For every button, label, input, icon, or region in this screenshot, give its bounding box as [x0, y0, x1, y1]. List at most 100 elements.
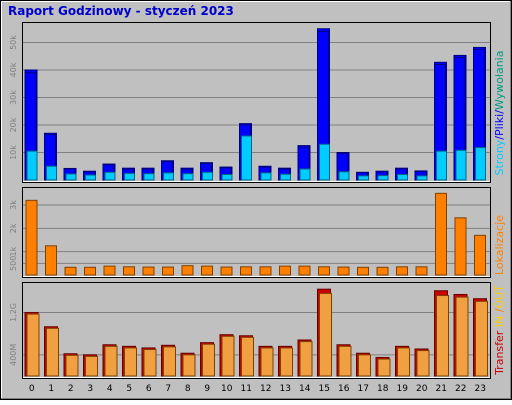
bar-top-strony-19 — [397, 174, 408, 181]
x-tick-label: 17 — [358, 384, 369, 394]
legend-strony-pliki-wywolania-part-0: Strony — [493, 139, 506, 175]
bar-top-strony-0 — [26, 150, 38, 181]
bar-top-strony-23 — [475, 147, 486, 181]
bar-middle-lokalizacje-13 — [279, 265, 291, 276]
chart-panel-top: 10k 20k 30k 40k 50k — [9, 22, 491, 183]
bar-top-strony-8 — [182, 173, 194, 181]
x-tick-label: 5 — [126, 384, 132, 394]
bar-bottom-out-20 — [416, 350, 430, 377]
legend-transfer: Transfer IN /OUT — [493, 285, 506, 376]
y-tick-label: 1,2G — [9, 303, 18, 322]
panel-frame — [22, 22, 491, 183]
legend-transfer-part-2: / — [493, 308, 506, 315]
bar-middle-lokalizacje-11 — [240, 266, 252, 276]
x-tick-label: 7 — [165, 384, 171, 394]
bar-middle-lokalizacje-2 — [64, 266, 77, 276]
bar-middle-lokalizacje-10 — [220, 266, 233, 276]
bar-middle-lokalizacje-14 — [298, 265, 311, 276]
x-tick-label: 21 — [436, 384, 447, 394]
x-tick-label: 4 — [107, 384, 113, 394]
y-tick-label: 500 — [9, 256, 18, 271]
bar-bottom-out-0 — [26, 313, 40, 377]
bar-bottom-out-9 — [202, 343, 215, 377]
y-tick-label: 3k — [9, 200, 18, 210]
bar-bottom-out-4 — [104, 345, 118, 377]
chart-panel-bottom: 400M 1,2G — [9, 282, 491, 379]
bar-bottom-out-13 — [280, 347, 293, 377]
legend-strony-pliki-wywolania: Strony/Pliki/Wywołania — [493, 51, 506, 176]
y-tick-label: 400M — [9, 344, 18, 366]
bar-bottom-out-3 — [85, 355, 98, 377]
bar-bottom-out-18 — [377, 358, 391, 377]
bar-top-strony-1 — [46, 165, 57, 181]
panel-frame — [22, 187, 491, 278]
bar-bottom-out-8 — [182, 354, 196, 377]
y-tick-label: 2k — [9, 223, 18, 233]
bar-middle-lokalizacje-1 — [45, 245, 57, 276]
x-tick-label: 3 — [87, 384, 93, 394]
x-tick-label: 22 — [455, 384, 466, 394]
bar-top-strony-7 — [163, 172, 174, 181]
legend-strony-pliki-wywolania-part-3: / — [493, 110, 506, 114]
bar-middle-lokalizacje-15 — [318, 266, 330, 276]
x-tick-label: 14 — [299, 384, 311, 394]
panel-frame — [22, 282, 491, 379]
bar-middle-lokalizacje-7 — [162, 266, 174, 276]
bar-top-strony-21 — [436, 150, 447, 181]
report-title: Raport Godzinowy - styczeń 2023 — [8, 4, 234, 18]
bar-middle-lokalizacje-3 — [84, 266, 96, 276]
bar-middle-lokalizacje-4 — [103, 265, 116, 276]
bar-bottom-out-6 — [143, 349, 157, 377]
bar-top-strony-18 — [377, 175, 389, 181]
bar-middle-lokalizacje-0 — [25, 199, 38, 276]
bar-middle-lokalizacje-23 — [474, 234, 486, 276]
x-tick-label: 10 — [221, 384, 233, 394]
bar-top-strony-17 — [358, 175, 369, 181]
y-tick-label: 30k — [9, 90, 18, 105]
x-tick-label: 23 — [475, 384, 486, 394]
legend-strony-pliki-wywolania-part-2: Pliki — [493, 114, 506, 136]
bar-bottom-out-10 — [221, 335, 235, 377]
x-tick-label: 2 — [68, 384, 74, 394]
x-tick-label: 12 — [260, 384, 271, 394]
bar-bottom-out-17 — [358, 354, 371, 377]
y-tick-label: 20k — [9, 117, 18, 132]
bar-top-strony-22 — [455, 149, 467, 181]
legend-lokalizacje-part-0: Lokalizacje — [493, 215, 506, 275]
legend-transfer-part-0: Transfer — [493, 330, 506, 376]
bar-top-strony-14 — [299, 168, 311, 181]
y-tick-label: 10k — [9, 145, 18, 160]
x-tick-label: 11 — [241, 384, 252, 394]
bar-top-strony-5 — [124, 172, 135, 181]
bar-bottom-out-12 — [260, 347, 274, 377]
legend-transfer-part-3: OUT — [493, 285, 506, 309]
bar-top-strony-15 — [319, 143, 330, 181]
legend-strony-pliki-wywolania-part-4: Wywołania — [493, 51, 506, 111]
x-tick-label: 19 — [397, 384, 409, 394]
bar-top-strony-12 — [260, 172, 272, 181]
x-axis-labels: 0 1 2 3 4 5 6 7 8 9 10 11 12 13 14 15 16 17 18 19 20 21 22 23 — [29, 384, 486, 394]
bar-middle-lokalizacje-17 — [357, 266, 369, 276]
bar-middle-lokalizacje-16 — [337, 266, 350, 276]
bar-top-strony-20 — [416, 175, 428, 181]
bar-bottom-out-16 — [338, 345, 352, 377]
legend-transfer-part-1: IN — [493, 316, 506, 331]
bar-top-strony-16 — [338, 171, 350, 181]
bar-middle-lokalizacje-20 — [415, 266, 428, 276]
x-tick-label: 13 — [280, 384, 291, 394]
x-tick-label: 15 — [319, 384, 330, 394]
x-tick-label: 8 — [185, 384, 191, 394]
bar-bottom-out-2 — [65, 354, 79, 377]
bar-top-strony-11 — [241, 135, 252, 181]
bar-bottom-out-21 — [436, 295, 449, 377]
bar-middle-lokalizacje-9 — [201, 265, 213, 276]
x-tick-label: 6 — [146, 384, 152, 394]
bar-bottom-out-23 — [475, 300, 488, 377]
bar-middle-lokalizacje-22 — [454, 217, 467, 276]
bar-middle-lokalizacje-21 — [435, 192, 447, 276]
bar-top-strony-6 — [143, 173, 155, 181]
x-tick-label: 0 — [29, 384, 35, 394]
